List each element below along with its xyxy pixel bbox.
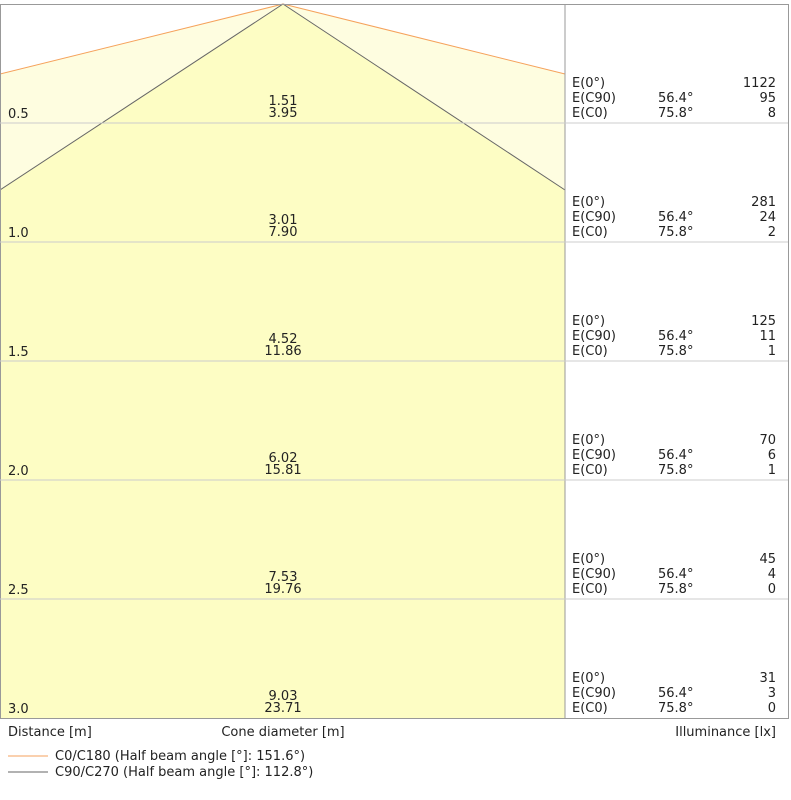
diameter: 9.03: [269, 689, 298, 704]
illuminance-angle: 75.8°: [658, 225, 693, 240]
diameter: 23.71: [264, 701, 301, 716]
diameter: 4.52: [269, 332, 298, 347]
illuminance-label: E(C0): [572, 225, 608, 240]
illuminance-label: E(0°): [572, 433, 605, 448]
illuminance-value: 70: [759, 433, 776, 448]
footer-illuminance: Illuminance [lx]: [675, 725, 776, 740]
diameter: 11.86: [264, 344, 301, 359]
distance: 1.5: [8, 345, 29, 360]
diameter: 3.95: [269, 106, 298, 121]
illuminance-label: E(0°): [572, 671, 605, 686]
distance: 1.0: [8, 226, 29, 241]
diameter: 3.01: [269, 213, 298, 228]
illuminance-value: 8: [768, 106, 776, 121]
illuminance-angle: 75.8°: [658, 106, 693, 121]
diameter: 19.76: [264, 582, 301, 597]
illuminance-label: E(0°): [572, 76, 605, 91]
illuminance-angle: 75.8°: [658, 463, 693, 478]
illuminance-angle: 56.4°: [658, 91, 693, 106]
illuminance-angle: 56.4°: [658, 567, 693, 582]
footer-distance: Distance [m]: [8, 725, 92, 740]
illuminance-angle: 75.8°: [658, 701, 693, 716]
illuminance-label: E(C90): [572, 567, 616, 582]
diameter: 7.53: [269, 570, 298, 585]
illuminance-value: 2: [768, 225, 776, 240]
illuminance-angle: 56.4°: [658, 448, 693, 463]
illuminance-label: E(C0): [572, 106, 608, 121]
illuminance-label: E(0°): [572, 314, 605, 329]
distance: 3.0: [8, 702, 29, 717]
illuminance-label: E(C90): [572, 91, 616, 106]
illuminance-value: 6: [768, 448, 776, 463]
illuminance-value: 0: [768, 701, 776, 716]
illuminance-angle: 75.8°: [658, 344, 693, 359]
legend-label: C90/C270 (Half beam angle [°]: 112.8°): [55, 765, 313, 780]
illuminance-value: 125: [751, 314, 776, 329]
illuminance-value: 0: [768, 582, 776, 597]
legend-label: C0/C180 (Half beam angle [°]: 151.6°): [55, 749, 305, 764]
illuminance-value: 1: [768, 463, 776, 478]
diameter: 1.51: [269, 94, 298, 109]
illuminance-label: E(0°): [572, 552, 605, 567]
diameter: 7.90: [269, 225, 298, 240]
diameter: 6.02: [269, 451, 298, 466]
illuminance-label: E(0°): [572, 195, 605, 210]
illuminance-value: 1122: [743, 76, 776, 91]
illuminance-value: 24: [759, 210, 776, 225]
illuminance-angle: 56.4°: [658, 210, 693, 225]
illuminance-angle: 56.4°: [658, 686, 693, 701]
diameter: 15.81: [264, 463, 301, 478]
illuminance-label: E(C90): [572, 329, 616, 344]
footer-cone: Cone diameter [m]: [221, 725, 344, 740]
c90-edge: [282, 3, 566, 191]
illuminance-label: E(C0): [572, 463, 608, 478]
illuminance-angle: 56.4°: [658, 329, 693, 344]
distance: 2.0: [8, 464, 29, 479]
illuminance-label: E(C90): [572, 210, 616, 225]
illuminance-value: 4: [768, 567, 776, 582]
illuminance-label: E(C90): [572, 448, 616, 463]
illuminance-value: 1: [768, 344, 776, 359]
illuminance-label: E(C0): [572, 701, 608, 716]
illuminance-value: 31: [759, 671, 776, 686]
c0-edge: [282, 3, 566, 75]
distance: 2.5: [8, 583, 29, 598]
c0-edge: [0, 3, 284, 75]
illuminance-angle: 75.8°: [658, 582, 693, 597]
illuminance-value: 11: [759, 329, 776, 344]
illuminance-value: 281: [751, 195, 776, 210]
illuminance-label: E(C0): [572, 344, 608, 359]
illuminance-value: 45: [759, 552, 776, 567]
c90-edge: [0, 3, 284, 191]
illuminance-label: E(C0): [572, 582, 608, 597]
illuminance-value: 3: [768, 686, 776, 701]
distance: 0.5: [8, 107, 29, 122]
illuminance-label: E(C90): [572, 686, 616, 701]
illuminance-value: 95: [759, 91, 776, 106]
